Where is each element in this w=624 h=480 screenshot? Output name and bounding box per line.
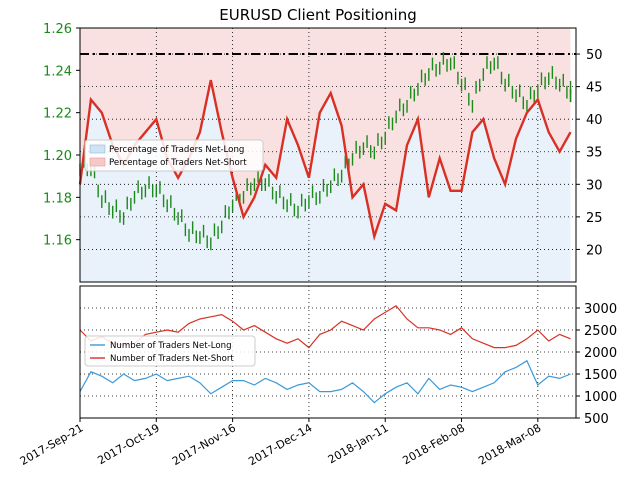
- top-legend-box: [84, 139, 264, 172]
- bottom-tick-label: 2500: [584, 324, 617, 339]
- left-tick-label: 1.22: [43, 107, 72, 122]
- left-tick-label: 1.26: [43, 22, 72, 37]
- left-axis-ticks: 1.16 1.18 1.20 1.22 1.24 1.26: [43, 22, 80, 249]
- bottom-right-axis-ticks: 500 1000 1500 2000 2500 3000: [576, 302, 617, 427]
- net-short-count-line: [79, 305, 571, 349]
- left-tick-label: 1.18: [43, 191, 72, 206]
- net-short-percentage-line: [78, 79, 572, 241]
- top-panel: 1.161.181.201.221.241.26 20253035404550 …: [43, 22, 603, 283]
- top-legend: Percentage of Traders Net-Long Percentag…: [84, 139, 264, 172]
- legend-label-net-long-count: Number of Traders Net-Long: [110, 341, 232, 351]
- right-tick-label: 20: [586, 243, 603, 258]
- bottom-tick-label: 3000: [584, 302, 617, 317]
- x-tick-label: 2018-Jan-11: [326, 421, 391, 466]
- bottom-tick-label: 500: [584, 412, 609, 427]
- x-axis-ticks: 2017-Sep-21 2017-Oct-19 2017-Nov-16 2017-De…: [18, 418, 543, 468]
- bottom-tick-label: 1000: [584, 390, 617, 405]
- chart-title: EURUSD Client Positioning: [219, 6, 417, 24]
- x-tick-label: 2018-Mar-08: [476, 421, 543, 467]
- right-tick-label: 40: [586, 113, 603, 128]
- legend-label-net-short: Percentage of Traders Net-Short: [109, 158, 247, 168]
- bottom-legend-box: [84, 335, 256, 367]
- legend-swatch-net-long: [89, 144, 106, 154]
- x-tick-label: 2017-Sep-21: [18, 421, 86, 468]
- top-panel-frame: [79, 27, 577, 283]
- legend-label-net-long: Percentage of Traders Net-Long: [109, 145, 244, 155]
- left-tick-label: 1.24: [43, 64, 72, 79]
- left-tick-label: 1.16: [43, 234, 72, 249]
- right-tick-label: 45: [586, 81, 603, 96]
- left-tick-label: 1.20: [43, 149, 72, 164]
- x-tick-label: 2017-Oct-19: [95, 421, 161, 467]
- right-axis-ticks: 20 25 30 35 40 45 50: [576, 48, 603, 258]
- right-tick-label: 50: [586, 48, 603, 63]
- bottom-legend: Number of Traders Net-Long Number of Tra…: [84, 335, 256, 367]
- right-tick-label: 30: [586, 178, 603, 193]
- right-tick-label: 35: [586, 146, 603, 161]
- legend-swatch-net-short: [89, 157, 106, 167]
- net-long-area-fill: [80, 80, 571, 282]
- legend-label-net-short-count: Number of Traders Net-Short: [110, 354, 234, 364]
- net-short-area-fill: [80, 28, 571, 237]
- bottom-tick-label: 1500: [584, 368, 617, 383]
- right-tick-label: 25: [586, 211, 603, 226]
- net-long-count-line: [79, 359, 571, 404]
- x-tick-label: 2017-Dec-14: [246, 421, 314, 468]
- bottom-tick-label: 2000: [584, 346, 617, 361]
- x-tick-label: 2018-Feb-08: [400, 421, 467, 467]
- net-short-area: [80, 28, 571, 282]
- x-tick-label: 2017-Nov-16: [170, 421, 238, 468]
- bottom-panel-frame: [79, 285, 577, 419]
